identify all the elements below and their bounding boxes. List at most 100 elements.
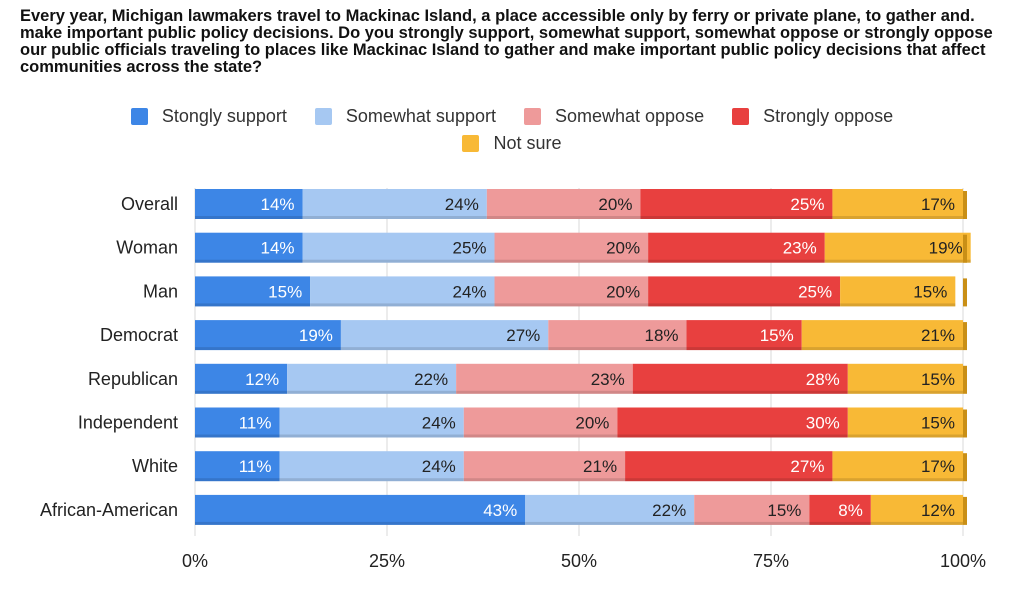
bar-shadow-overall-strongly-oppose xyxy=(640,216,833,219)
bar-shadow-democrat-strongly-oppose xyxy=(686,347,802,351)
bar-woman-strongly-oppose xyxy=(648,232,825,263)
bar-white-not-sure xyxy=(832,451,963,482)
category-label-overall: Overall xyxy=(121,194,178,214)
bar-shadow-white-strongly-oppose xyxy=(625,478,833,482)
bar-shadow-democrat-somewhat-oppose xyxy=(548,347,687,351)
data-label-democrat-strongly-oppose: 15% xyxy=(760,326,794,345)
data-label-man-stongly-support: 15% xyxy=(268,282,302,301)
bar-edge-white xyxy=(963,453,967,482)
bar-shadow-african-american-not-sure xyxy=(870,521,963,525)
data-label-woman-somewhat-oppose: 20% xyxy=(606,239,640,258)
bar-edge-woman xyxy=(963,234,967,263)
bar-shadow-democrat-stongly-support xyxy=(195,347,341,351)
bar-white-somewhat-support xyxy=(279,451,464,482)
data-label-white-stongly-support: 11% xyxy=(239,457,272,476)
bar-shadow-republican-strongly-oppose xyxy=(632,390,848,394)
bar-shadow-african-american-stongly-support xyxy=(195,521,526,525)
legend-label-not-sure: Not sure xyxy=(493,133,562,153)
data-label-man-not-sure: 15% xyxy=(913,282,947,301)
bar-independent-somewhat-oppose xyxy=(463,407,618,438)
bar-overall-stongly-support xyxy=(195,189,303,219)
data-label-republican-not-sure: 15% xyxy=(921,370,955,389)
data-label-woman-stongly-support: 14% xyxy=(260,239,294,258)
bar-independent-somewhat-support xyxy=(279,407,464,438)
bar-overall-strongly-oppose xyxy=(640,189,833,219)
legend-item-strongly-support: Stongly support xyxy=(130,106,287,127)
bar-shadow-republican-stongly-support xyxy=(195,390,288,394)
bar-democrat-somewhat-oppose xyxy=(548,320,687,351)
bar-independent-not-sure xyxy=(847,407,963,438)
data-label-overall-somewhat-oppose: 20% xyxy=(598,195,632,214)
data-label-overall-strongly-oppose: 25% xyxy=(790,195,824,214)
legend-item-somewhat-oppose: Somewhat oppose xyxy=(523,106,704,127)
bar-republican-strongly-oppose xyxy=(632,363,848,394)
bar-african-american-somewhat-oppose xyxy=(694,494,810,525)
bar-edge-man xyxy=(963,278,967,307)
bar-independent-strongly-oppose xyxy=(617,407,848,438)
bar-shadow-woman-strongly-oppose xyxy=(648,259,825,263)
category-label-man: Man xyxy=(143,281,178,301)
data-label-overall-somewhat-support: 24% xyxy=(445,195,479,214)
bar-white-strongly-oppose xyxy=(625,451,833,482)
chart-title: Every year, Michigan lawmakers travel to… xyxy=(20,7,993,76)
data-label-man-somewhat-oppose: 20% xyxy=(606,282,640,301)
data-label-independent-not-sure: 15% xyxy=(921,414,955,433)
legend: Stongly support Somewhat support Somewha… xyxy=(0,106,1024,160)
bar-white-somewhat-oppose xyxy=(463,451,626,482)
bar-shadow-man-not-sure xyxy=(840,303,956,307)
legend-swatch-strongly-support xyxy=(130,108,148,125)
data-label-overall-not-sure: 17% xyxy=(921,195,955,214)
data-label-democrat-somewhat-oppose: 18% xyxy=(644,326,678,345)
data-label-democrat-somewhat-support: 27% xyxy=(506,326,540,345)
bar-shadow-independent-strongly-oppose xyxy=(617,434,848,438)
bar-man-stongly-support xyxy=(195,276,311,307)
category-label-republican: Republican xyxy=(88,369,178,389)
bar-shadow-overall-somewhat-oppose xyxy=(486,216,641,219)
data-label-african-american-stongly-support: 43% xyxy=(483,501,517,520)
bar-edge-independent xyxy=(963,409,967,438)
data-label-african-american-somewhat-support: 22% xyxy=(652,501,686,520)
legend-row-2: Not sure xyxy=(0,133,1024,154)
bar-shadow-man-somewhat-support xyxy=(310,303,495,307)
bar-shadow-independent-not-sure xyxy=(847,434,963,438)
category-label-independent: Independent xyxy=(78,413,178,433)
bar-republican-somewhat-support xyxy=(287,363,457,394)
data-label-woman-not-sure: 19% xyxy=(929,239,963,258)
bar-shadow-white-not-sure xyxy=(832,478,963,482)
bar-shadow-republican-not-sure xyxy=(847,390,963,394)
data-label-independent-somewhat-oppose: 20% xyxy=(575,414,609,433)
bar-shadow-overall-stongly-support xyxy=(195,216,303,219)
bar-shadow-white-stongly-support xyxy=(195,478,280,482)
bar-shadow-man-stongly-support xyxy=(195,303,311,307)
legend-label-somewhat-support: Somewhat support xyxy=(345,106,496,126)
bar-overall-somewhat-oppose xyxy=(486,189,641,219)
legend-label-strongly-oppose: Strongly oppose xyxy=(763,106,894,126)
bar-man-not-sure xyxy=(840,276,956,307)
data-label-white-strongly-oppose: 27% xyxy=(790,457,824,476)
data-label-white-somewhat-oppose: 21% xyxy=(583,457,617,476)
bar-shadow-woman-not-sure xyxy=(824,259,971,263)
legend-row-1: Stongly support Somewhat support Somewha… xyxy=(0,106,1024,127)
bar-republican-not-sure xyxy=(847,363,963,394)
category-label-democrat: Democrat xyxy=(100,325,178,345)
data-label-african-american-strongly-oppose: 8% xyxy=(838,501,863,520)
bar-shadow-african-american-somewhat-oppose xyxy=(694,521,810,525)
data-label-man-somewhat-support: 24% xyxy=(452,282,486,301)
bar-white-stongly-support xyxy=(195,451,280,482)
bar-woman-somewhat-oppose xyxy=(494,232,649,263)
legend-swatch-somewhat-support xyxy=(314,108,332,125)
x-tick-label-100: 100% xyxy=(940,551,986,571)
legend-item-strongly-oppose: Strongly oppose xyxy=(732,106,893,127)
bar-shadow-independent-stongly-support xyxy=(195,434,280,438)
legend-swatch-strongly-oppose xyxy=(732,108,750,125)
legend-item-somewhat-support: Somewhat support xyxy=(314,106,496,127)
x-tick-label-75: 75% xyxy=(753,551,789,571)
bar-african-american-strongly-oppose xyxy=(809,494,871,525)
bar-shadow-woman-somewhat-oppose xyxy=(494,259,649,263)
bar-shadow-independent-somewhat-oppose xyxy=(463,434,618,438)
bar-overall-somewhat-support xyxy=(302,189,487,219)
data-label-independent-stongly-support: 11% xyxy=(239,414,272,433)
data-label-republican-somewhat-oppose: 23% xyxy=(591,370,625,389)
data-label-independent-somewhat-support: 24% xyxy=(422,414,456,433)
x-tick-label-25: 25% xyxy=(369,551,405,571)
